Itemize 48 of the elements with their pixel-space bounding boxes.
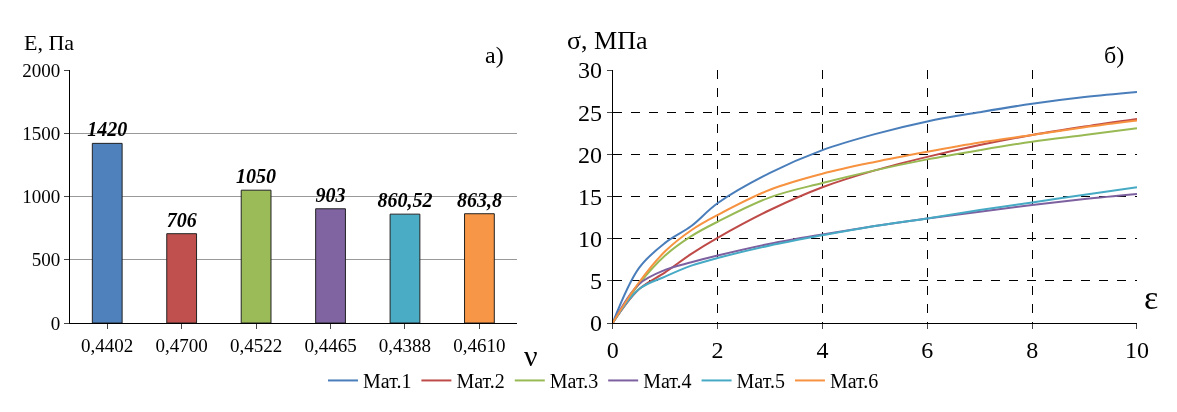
x-tick-label: 0,4522 [229,334,283,356]
x-tick-label: 0 [606,336,619,363]
y-tick-label: 20 [577,141,602,168]
x-tick-label: 10 [1125,336,1149,363]
y-tick-label: 25 [577,99,602,126]
data-label: 1420 [87,118,128,141]
x-tick-label: 6 [921,336,934,363]
y-axis-title: E, Па [24,30,75,55]
y-tick-label: 500 [31,249,61,271]
x-tick-label: 0,4388 [378,334,432,356]
chart-title: а) [485,42,504,68]
x-axis-title: ν [524,339,538,372]
y-tick-label: 1000 [22,186,61,208]
bar [464,213,495,323]
y-tick-label: 15 [577,183,602,210]
bar [166,233,198,323]
x-tick-label: 4 [816,336,829,363]
y-tick-label: 0 [589,310,602,337]
x-tick-label: 8 [1026,336,1039,363]
y-tick-label: 5 [589,268,602,295]
y-tick-label: 1500 [22,122,61,144]
y-tick-label: 2000 [22,59,61,81]
data-label: 903 [315,183,346,206]
y-tick-label: 10 [577,226,602,253]
chart-title: б) [1104,42,1125,68]
data-label: 1050 [236,165,277,188]
bar [315,208,346,323]
legend-label: Мат.4 [643,370,692,393]
x-tick-label: 0,4465 [304,334,357,356]
data-label: 860,52 [377,189,433,212]
bar [91,142,123,323]
legend-label: Мат.5 [736,370,785,393]
x-tick-label: 0,4700 [155,334,208,356]
x-axis-title: ε [1144,279,1159,316]
bar [240,189,272,323]
legend-label: Мат.3 [549,370,599,393]
y-tick-label: 30 [577,57,602,84]
legend-label: Мат.2 [456,370,505,393]
legend-label: Мат.1 [363,370,412,393]
x-tick-label: 0,4610 [453,334,506,356]
data-label: 863,8 [456,188,502,211]
legend-label: Мат.6 [829,370,879,393]
x-tick-label: 2 [711,336,724,363]
y-axis-title: σ, МПа [567,26,648,55]
data-label: 706 [166,208,197,231]
bar [389,213,421,323]
x-tick-label: 0,4402 [81,334,134,356]
y-tick-label: 0 [50,312,61,334]
